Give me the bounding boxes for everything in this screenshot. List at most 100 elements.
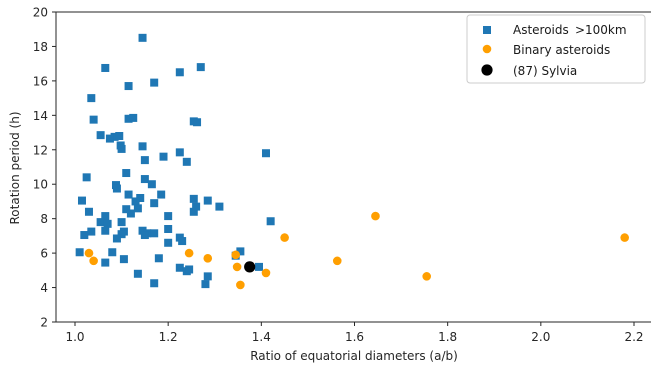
legend-label-binary: Binary asteroids [513, 43, 610, 57]
asteroid-point [157, 190, 166, 199]
asteroid-point [138, 33, 147, 42]
asteroid-point [164, 238, 173, 247]
asteroid-point [84, 207, 93, 216]
asteroid-point [122, 205, 131, 214]
binary-asteroid-point [620, 233, 629, 242]
asteroid-point [154, 254, 163, 263]
asteroid-point [117, 230, 126, 239]
asteroid-point [175, 68, 184, 77]
binary-asteroid-point [84, 248, 94, 258]
asteroid-point [112, 234, 121, 243]
asteroid-point [266, 217, 275, 226]
asteroid-point [87, 227, 96, 236]
x-ticks: 1.0 1.2 1.4 1.6 1.8 2.0 2.2 [65, 322, 644, 344]
asteroid-point [82, 173, 91, 182]
asteroid-point [203, 196, 212, 205]
series-2 [244, 261, 256, 273]
asteroid-point [203, 272, 212, 281]
asteroid-point [133, 269, 142, 278]
asteroid-point [196, 63, 205, 72]
asteroid-point [150, 279, 159, 288]
asteroid-point [101, 63, 110, 72]
asteroid-point [110, 132, 119, 141]
asteroid-point [175, 148, 184, 157]
binary-asteroid-point [203, 253, 213, 263]
asteroid-point [215, 202, 224, 211]
legend-marker-sylvia [481, 64, 493, 76]
y-tick-label: 18 [33, 40, 48, 54]
legend-label-sylvia: (87) Sylvia [513, 64, 577, 78]
x-tick-label: 1.2 [159, 330, 178, 344]
y-ticks: 2 4 6 8 10 12 14 16 18 20 [33, 6, 56, 330]
x-tick-label: 1.0 [65, 330, 84, 344]
y-axis-label: Rotation period (h) [8, 111, 22, 224]
asteroid-point [75, 248, 84, 257]
asteroid-point [140, 231, 149, 240]
asteroid-point [124, 190, 133, 199]
asteroid-point [80, 231, 89, 240]
x-tick-label: 1.6 [345, 330, 364, 344]
asteroid-point [138, 142, 147, 151]
asteroid-point [201, 280, 210, 289]
asteroid-point [193, 118, 202, 127]
y-tick-label: 20 [33, 6, 48, 20]
legend-marker-asteroids [483, 26, 491, 34]
y-tick-label: 14 [33, 109, 48, 123]
series-0 [75, 33, 275, 289]
asteroid-point [103, 219, 112, 228]
legend: Asteroids >100km Binary asteroids (87) S… [466, 14, 646, 84]
asteroid-point [138, 226, 147, 235]
binary-asteroid-point [422, 272, 432, 281]
asteroid-point [124, 114, 133, 123]
asteroid-point [129, 113, 138, 122]
asteroid-point [175, 263, 184, 272]
asteroid-point [119, 255, 128, 264]
asteroid-point [178, 237, 187, 246]
asteroid-point [164, 225, 173, 233]
asteroid-point [112, 184, 121, 193]
y-tick-label: 10 [33, 178, 48, 192]
series-1 [84, 211, 629, 290]
x-tick-label: 2.2 [624, 330, 643, 344]
asteroid-point [236, 247, 245, 256]
asteroid-point [101, 258, 110, 267]
asteroid-point [105, 134, 114, 143]
asteroid-point [185, 265, 194, 274]
binary-asteroid-point [236, 280, 245, 290]
legend-marker-binary [482, 44, 492, 54]
asteroid-point [189, 207, 198, 216]
asteroid-point [150, 78, 159, 87]
asteroid-point [147, 180, 156, 189]
asteroid-point [261, 149, 270, 158]
x-tick-label: 2.0 [531, 330, 550, 344]
y-tick-label: 8 [40, 212, 48, 226]
asteroid-point [96, 218, 105, 227]
asteroid-point [89, 115, 98, 124]
asteroid-point [124, 82, 133, 91]
asteroid-point [133, 204, 142, 213]
asteroid-point [140, 156, 149, 165]
asteroid-point [108, 248, 117, 257]
legend-frame [466, 14, 646, 84]
asteroid-point [159, 152, 168, 161]
y-tick-label: 12 [33, 143, 48, 157]
binary-asteroid-point [232, 262, 242, 272]
binary-asteroid-point [280, 233, 289, 242]
binary-asteroid-point [231, 250, 241, 260]
binary-asteroid-point [371, 211, 380, 221]
asteroid-point [131, 197, 140, 206]
asteroid-point [255, 262, 264, 271]
asteroid-point [77, 196, 86, 205]
asteroid-point [122, 169, 131, 178]
asteroid-point [126, 209, 135, 218]
asteroid-point [87, 94, 96, 103]
asteroid-point [182, 157, 191, 166]
asteroid-point [136, 194, 145, 202]
x-tick-label: 1.4 [252, 330, 271, 344]
asteroid-point [189, 194, 198, 203]
plot-marks [75, 33, 629, 290]
asteroid-point [115, 132, 124, 140]
y-tick-label: 16 [33, 74, 48, 88]
asteroid-point [96, 131, 105, 140]
